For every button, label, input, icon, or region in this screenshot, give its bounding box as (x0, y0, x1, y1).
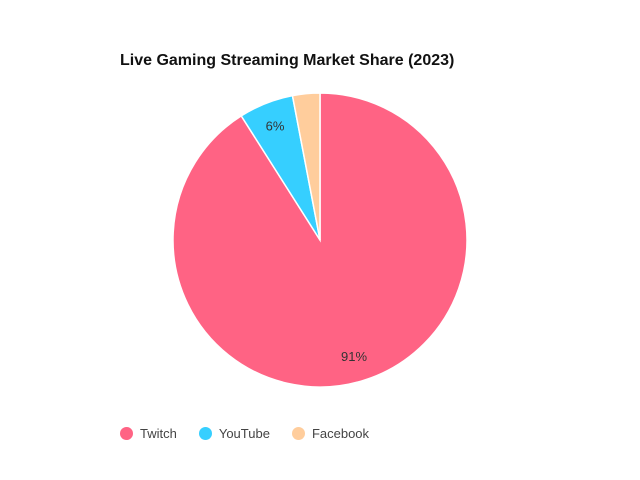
legend-item-twitch[interactable]: Twitch (120, 426, 177, 441)
legend-label-twitch: Twitch (140, 426, 177, 441)
legend-swatch-facebook (291, 427, 305, 440)
legend-label-youtube: YouTube (218, 426, 270, 441)
legend-swatch-youtube (198, 427, 212, 440)
slice-label-youtube: 6% (266, 119, 285, 134)
legend-swatch-twitch (120, 427, 133, 440)
legend: Twitch YouTube Facebook (120, 426, 391, 441)
legend-item-youtube[interactable]: YouTube (198, 426, 270, 441)
slice-label-twitch: 91% (341, 349, 367, 364)
pie-slice-facebook[interactable] (291, 92, 321, 241)
slice-labels: 91% 6% (266, 119, 368, 365)
legend-label-facebook: Facebook (311, 426, 370, 441)
chart-title: Live Gaming Streaming Market Share (2023… (120, 52, 455, 69)
pie-slices (172, 92, 468, 388)
legend-item-facebook[interactable]: Facebook (291, 426, 370, 441)
